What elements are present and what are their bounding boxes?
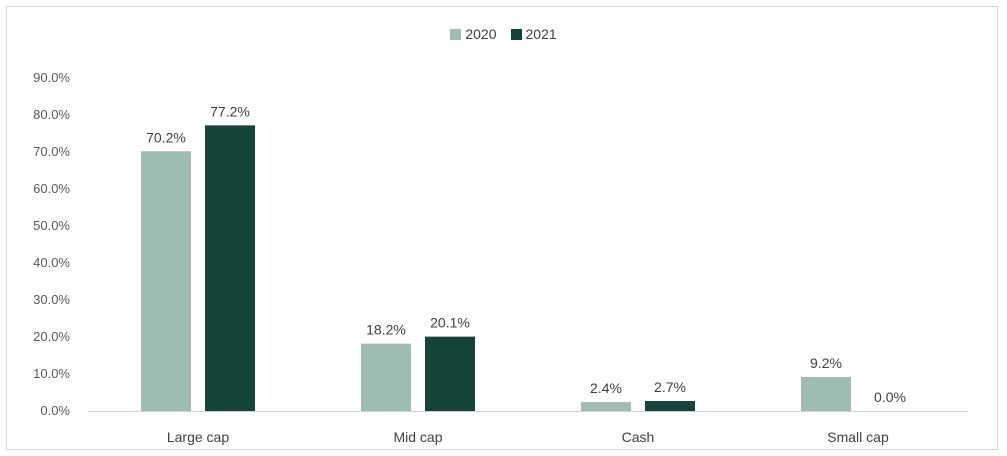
x-tick-label: Cash: [622, 429, 655, 445]
data-label: 70.2%: [146, 129, 186, 145]
bar-2020-large-cap: [141, 151, 191, 411]
y-tick-label: 60.0%: [33, 181, 70, 196]
x-tick-label: Small cap: [827, 429, 889, 445]
x-tick-label: Mid cap: [393, 429, 442, 445]
legend-item-2020: 2020: [450, 26, 497, 42]
chart-legend: 2020 2021: [0, 26, 1007, 42]
data-label: 2.4%: [590, 380, 622, 396]
data-label: 9.2%: [810, 355, 842, 371]
bar-2021-cash: [645, 401, 695, 411]
y-tick-label: 20.0%: [33, 329, 70, 344]
x-tick-label: Large cap: [167, 429, 229, 445]
legend-swatch-2021: [510, 28, 522, 40]
data-label: 2.7%: [654, 379, 686, 395]
y-tick-label: 0.0%: [40, 403, 70, 418]
legend-label-2021: 2021: [525, 26, 557, 42]
bar-2020-small-cap: [801, 376, 851, 411]
bar-2021-large-cap: [205, 125, 255, 412]
legend-swatch-2020: [450, 28, 462, 40]
y-tick-label: 80.0%: [33, 107, 70, 122]
y-tick-label: 90.0%: [33, 70, 70, 85]
y-tick-label: 40.0%: [33, 255, 70, 270]
y-tick-label: 10.0%: [33, 366, 70, 381]
data-label: 77.2%: [210, 103, 250, 119]
y-tick-label: 70.0%: [33, 144, 70, 159]
legend-label-2020: 2020: [465, 26, 497, 42]
legend-item-2021: 2021: [510, 26, 557, 42]
bar-2020-cash: [581, 402, 631, 411]
bar-2021-mid-cap: [425, 336, 475, 411]
bar-2020-mid-cap: [361, 343, 411, 411]
y-tick-label: 50.0%: [33, 218, 70, 233]
data-label: 18.2%: [366, 322, 406, 338]
data-label: 20.1%: [430, 315, 470, 331]
y-tick-label: 30.0%: [33, 292, 70, 307]
data-label: 0.0%: [874, 389, 906, 405]
